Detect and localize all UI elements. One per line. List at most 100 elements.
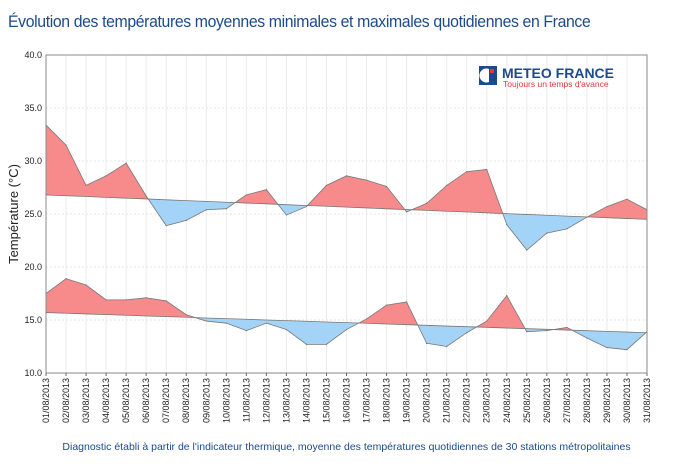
data-point [546,330,548,332]
data-point [466,171,468,173]
data-point [265,189,267,191]
x-tick-label: 02/08/2013 [61,378,71,423]
y-tick-label: 40.0 [24,50,42,60]
x-tick-label: 03/08/2013 [81,378,91,423]
data-point [466,332,468,334]
data-point [325,343,328,345]
x-tick-label: 25/08/2013 [522,378,532,423]
x-tick-label: 29/08/2013 [602,378,612,423]
data-point [385,304,388,306]
data-point [566,228,568,230]
data-point [506,224,508,226]
footer-note: Diagnostic établi à partir de l'indicate… [62,441,631,453]
data-point [245,330,247,332]
x-tick-label: 24/08/2013 [502,378,512,423]
x-tick-label: 26/08/2013 [542,378,552,423]
x-tick-label: 22/08/2013 [462,378,472,423]
data-point [546,232,548,234]
y-tick-label: 15.0 [24,315,42,325]
data-point [185,219,187,221]
data-point [406,211,408,213]
x-axis-ticks: 01/08/2013 02/08/2013 03/08/2013 04/08/2013… [41,373,652,423]
data-point [506,295,508,297]
logo-tagline: Toujours un temps d'avance [503,79,609,89]
x-tick-label: 15/08/2013 [321,378,331,423]
normal-line [46,312,647,334]
data-point [526,331,528,333]
x-tick-label: 05/08/2013 [121,378,131,423]
data-point [526,249,528,251]
x-tick-label: 08/08/2013 [181,378,191,423]
y-tick-label: 25.0 [24,209,42,219]
meteo-france-logo: METEO FRANCE Toujours un temps d'avance [479,65,614,89]
data-point [365,318,368,320]
x-tick-label: 20/08/2013 [422,378,432,423]
data-point [225,208,227,210]
logo-name: METEO FRANCE [502,65,614,81]
y-tick-label: 10.0 [24,368,42,378]
data-point [65,278,67,280]
x-tick-label: 21/08/2013 [442,378,452,423]
y-axis-label: Température (°C) [6,164,21,264]
data-point [345,328,348,331]
x-tick-label: 12/08/2013 [261,378,271,423]
data-point [626,349,628,351]
data-point [205,320,207,322]
data-point [305,343,308,345]
data-point [606,346,608,349]
data-point [265,322,267,324]
x-tick-label: 11/08/2013 [241,378,251,422]
data-point [486,320,488,322]
data-point [185,314,187,316]
data-point [85,184,87,186]
data-point [205,209,207,211]
page-title: Évolution des températures moyennes mini… [8,12,591,31]
data-point [345,175,348,177]
data-point [165,225,167,227]
data-point [385,185,388,188]
data-point [145,297,147,299]
data-point [165,300,167,302]
data-point [85,284,87,286]
data-point [586,337,588,339]
x-tick-label: 01/08/2013 [41,378,51,423]
normal-line [46,194,647,220]
x-tick-label: 10/08/2013 [221,378,231,423]
data-point [325,184,328,186]
data-point [446,184,448,186]
x-tick-label: 19/08/2013 [402,378,412,423]
data-point [65,144,67,146]
data-point [105,299,107,301]
data-point [586,216,588,218]
series-areas [46,124,647,351]
data-point [285,328,287,331]
x-tick-label: 30/08/2013 [622,378,632,423]
data-point [125,162,127,164]
series-1 [46,278,647,351]
data-point [245,194,247,196]
data-point [426,342,428,344]
x-tick-label: 16/08/2013 [342,378,352,423]
data-point [566,326,568,329]
data-point [406,301,408,303]
x-tick-label: 23/08/2013 [482,378,492,423]
data-point [305,205,308,208]
y-tick-label: 35.0 [24,103,42,113]
x-tick-label: 07/08/2013 [161,378,171,423]
x-tick-label: 27/08/2013 [562,378,572,423]
x-tick-label: 14/08/2013 [301,378,311,423]
above-normal-area [46,124,647,220]
data-point [606,205,608,208]
x-tick-label: 09/08/2013 [201,378,211,423]
x-tick-label: 17/08/2013 [362,378,372,423]
x-tick-label: 31/08/2013 [642,378,652,423]
y-tick-label: 30.0 [24,156,42,166]
data-point [365,179,368,181]
data-point [125,299,127,301]
data-point [486,168,488,171]
y-tick-label: 20.0 [24,262,42,272]
x-tick-label: 18/08/2013 [382,378,392,423]
data-point [446,345,448,348]
temperature-chart: 10.0 15.0 20.0 25.0 30.0 35.0 40.0 01/08/2013 0… [6,50,652,423]
above-normal-area [46,278,647,333]
